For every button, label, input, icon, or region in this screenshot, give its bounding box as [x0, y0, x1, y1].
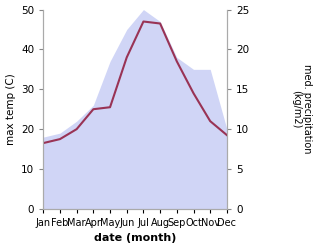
Y-axis label: max temp (C): max temp (C) — [5, 73, 16, 145]
Y-axis label: med. precipitation
(kg/m2): med. precipitation (kg/m2) — [291, 64, 313, 154]
X-axis label: date (month): date (month) — [94, 234, 176, 244]
